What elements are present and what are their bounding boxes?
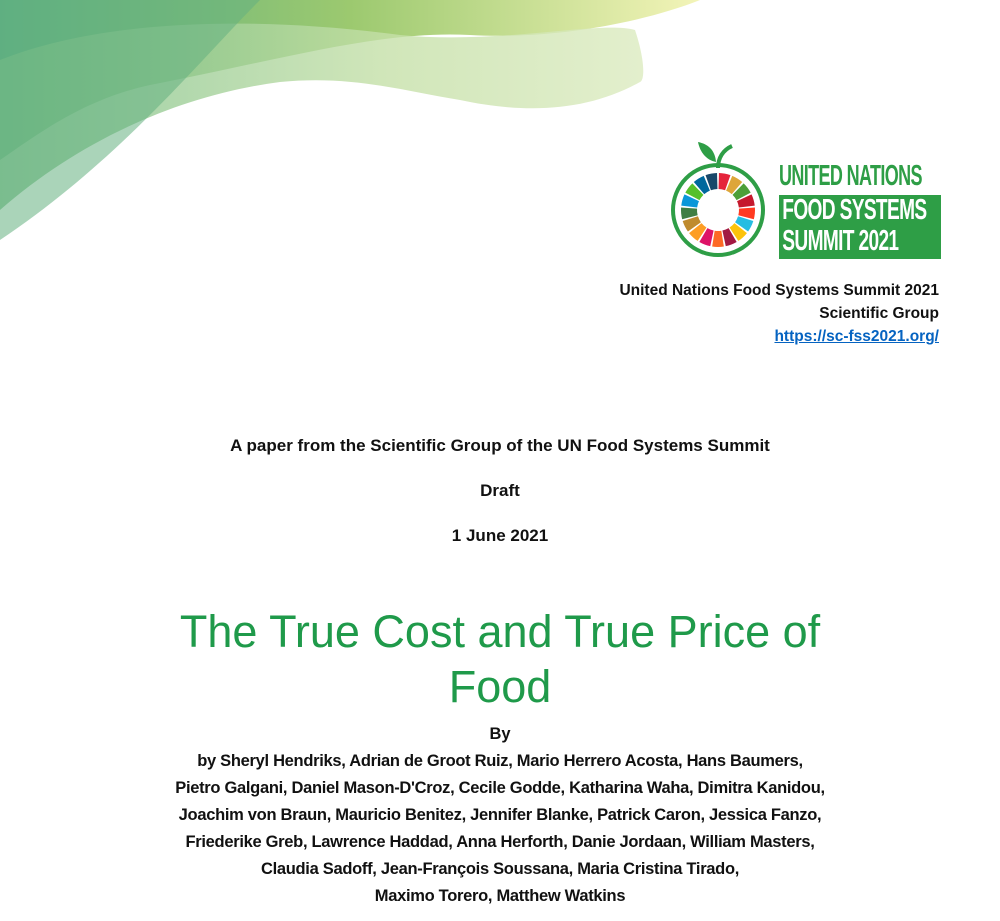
page-title: The True Cost and True Price of Food: [0, 604, 1000, 714]
author-line: Maximo Torero, Matthew Watkins: [374, 887, 626, 905]
sdg-wheel-segment: [682, 216, 701, 232]
sdg-wheel-segment: [681, 207, 698, 220]
author-line: Claudia Sadoff, Jean-François Soussana, …: [260, 860, 740, 878]
sdg-wheel-segment: [722, 228, 737, 247]
logo-summit-2021: SUMMIT 2021: [782, 225, 899, 257]
sdg-wheel-segment: [738, 207, 755, 220]
paper-status: Draft: [480, 481, 520, 500]
title-line-1: The True Cost and True Price of: [179, 606, 821, 657]
logo-united-nations: UNITED NATIONS: [779, 160, 922, 192]
author-line: Pietro Galgani, Daniel Mason-D'Croz, Cec…: [175, 779, 825, 797]
paper-date: 1 June 2021: [451, 526, 549, 545]
sdg-wheel-segment: [718, 173, 731, 191]
un-fss-logo-icon: [671, 142, 765, 257]
sdg-wheel-segment: [705, 173, 718, 191]
org-url-link[interactable]: https://sc-fss2021.org/: [774, 328, 939, 345]
sdg-wheel-segment: [689, 223, 707, 241]
sdg-wheel-segment: [737, 194, 755, 208]
author-line: Joachim von Braun, Mauricio Benitez, Jen…: [178, 806, 822, 824]
sdg-wheel-segment: [732, 183, 751, 201]
sdg-wheel-segment: [735, 216, 754, 232]
sdg-wheel-segment: [681, 194, 699, 208]
paper-subtitle: A paper from the Scientific Group of the…: [230, 436, 770, 455]
author-list: by Sheryl Hendriks, Adrian de Groot Ruiz…: [0, 748, 1000, 910]
org-name: United Nations Food Systems Summit 2021: [619, 282, 939, 299]
org-group: Scientific Group: [819, 305, 939, 322]
sdg-wheel-segment: [685, 183, 704, 201]
sdg-wheel-segment: [699, 228, 714, 247]
sdg-wheel-segment: [726, 175, 743, 195]
by-label: By: [489, 725, 511, 743]
author-line: Friederike Greb, Lawrence Haddad, Anna H…: [185, 833, 815, 851]
sdg-wheel-segment: [693, 175, 710, 195]
decorative-wave-banner: [0, 0, 700, 240]
sdg-wheel-segment: [712, 230, 724, 247]
sdg-wheel-segment: [729, 223, 747, 241]
author-line: by Sheryl Hendriks, Adrian de Groot Ruiz…: [197, 752, 803, 770]
title-line-2: Food: [448, 661, 552, 712]
logo-food-systems: FOOD SYSTEMS: [782, 195, 927, 226]
logo-fss-box: FOOD SYSTEMS SUMMIT 2021: [779, 195, 941, 259]
